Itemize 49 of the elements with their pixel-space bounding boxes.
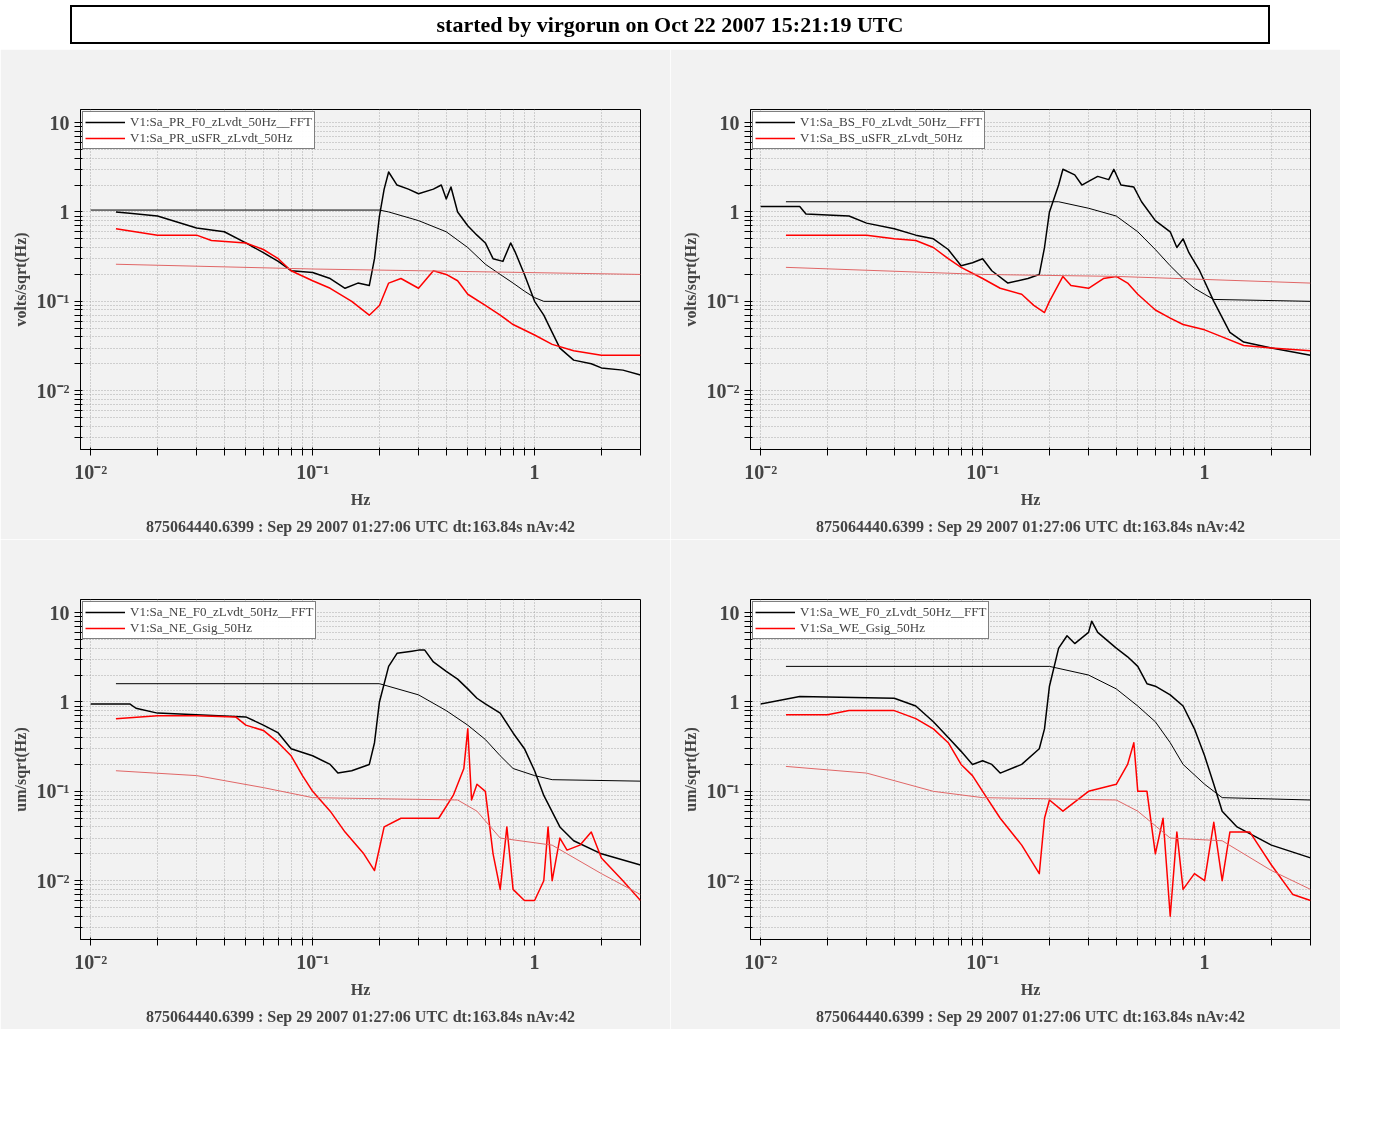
legend-label: V1:Sa_PR_F0_zLvdt_50Hz__FFT: [130, 114, 313, 131]
x-tick-label: 1: [1199, 950, 1210, 973]
y-axis-title: volts/sqrt(Hz): [11, 232, 30, 328]
x-tick-label: 10⁻²: [744, 950, 778, 973]
x-tick-label: 10⁻²: [74, 460, 108, 483]
y-tick-label: 10: [719, 601, 740, 624]
x-tick-label: 1: [529, 460, 540, 483]
x-axis-title: Hz: [350, 980, 371, 998]
x-tick-label: 10⁻²: [74, 950, 108, 973]
y-axis-title: volts/sqrt(Hz): [681, 232, 700, 328]
x-tick-label: 10⁻¹: [296, 460, 330, 483]
y-tick-label: 10: [49, 111, 70, 134]
legend-label: V1:Sa_WE_F0_zLvdt_50Hz__FFT: [800, 604, 987, 621]
legend-label: V1:Sa_PR_uSFR_zLvdt_50Hz: [130, 130, 293, 147]
text: 875064440.6399 : Sep 29 2007 01:27:06 UTC dt:163.84s nAv:42: [145, 1007, 576, 1026]
y-tick-label: 10⁻¹: [706, 290, 740, 313]
x-axis-title: Hz: [1020, 490, 1041, 508]
y-axis-title: um/sqrt(Hz): [11, 727, 30, 813]
x-tick-label: 1: [1199, 460, 1210, 483]
legend-label: V1:Sa_BS_F0_zLvdt_50Hz__FFT: [800, 114, 983, 131]
y-tick-label: 1: [729, 201, 740, 224]
y-axis-title: um/sqrt(Hz): [681, 727, 700, 813]
legend-label: V1:Sa_NE_F0_zLvdt_50Hz__FFT: [130, 604, 314, 621]
text: 875064440.6399 : Sep 29 2007 01:27:06 UTC dt:163.84s nAv:42: [815, 517, 1246, 536]
y-tick-label: 1: [729, 691, 740, 714]
chart-title: started by virgorun on Oct 22 2007 15:21:19 UTC: [436, 11, 904, 39]
x-tick-label: 10⁻²: [744, 460, 778, 483]
y-tick-label: 10⁻²: [36, 870, 70, 893]
y-tick-label: 10⁻²: [706, 870, 740, 893]
y-tick-label: 1: [59, 201, 70, 224]
y-tick-label: 10: [719, 111, 740, 134]
y-tick-label: 10⁻¹: [706, 780, 740, 803]
y-tick-label: 10⁻¹: [36, 780, 70, 803]
legend-label: V1:Sa_NE_Gsig_50Hz: [130, 620, 253, 637]
x-axis-title: Hz: [1020, 980, 1041, 998]
x-tick-label: 10⁻¹: [966, 950, 1000, 973]
y-tick-label: 10⁻²: [706, 380, 740, 403]
x-axis-title: Hz: [350, 490, 371, 508]
y-tick-label: 10: [49, 601, 70, 624]
text: 875064440.6399 : Sep 29 2007 01:27:06 UTC dt:163.84s nAv:42: [145, 517, 576, 536]
text: 875064440.6399 : Sep 29 2007 01:27:06 UTC dt:163.84s nAv:42: [815, 1007, 1246, 1026]
legend-label: V1:Sa_WE_Gsig_50Hz: [800, 620, 925, 637]
legend-label: V1:Sa_BS_uSFR_zLvdt_50Hz: [800, 130, 963, 147]
y-tick-label: 10⁻¹: [36, 290, 70, 313]
y-tick-label: 10⁻²: [36, 380, 70, 403]
x-tick-label: 10⁻¹: [296, 950, 330, 973]
y-tick-label: 1: [59, 691, 70, 714]
x-tick-label: 1: [529, 950, 540, 973]
x-tick-label: 10⁻¹: [966, 460, 1000, 483]
